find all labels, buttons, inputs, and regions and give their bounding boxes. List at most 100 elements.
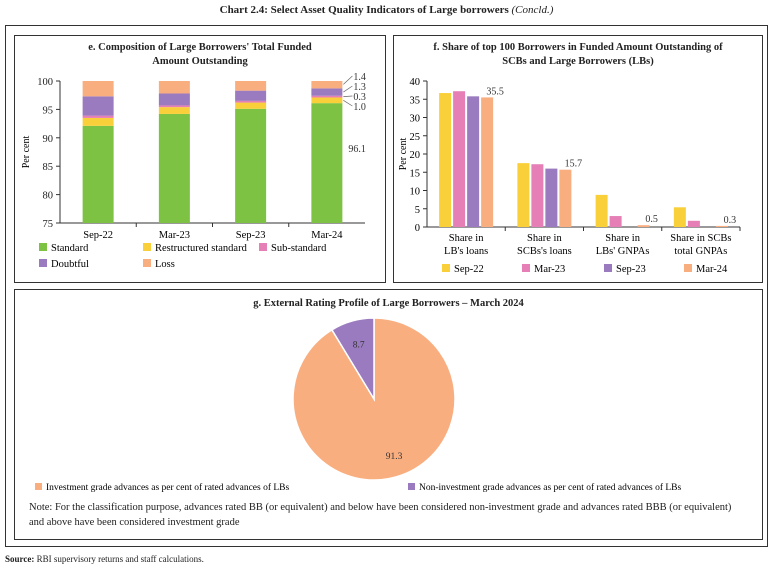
bar-segment-restructured-standard <box>158 107 190 114</box>
panel-e-title: e. Composition of Large Borrowers' Total… <box>15 41 385 69</box>
x-tick-label: LB's loans <box>444 246 488 257</box>
bar-segment-loss <box>311 81 343 89</box>
y-tick-label: 5 <box>415 205 420 216</box>
bar-mar-23 <box>609 216 622 227</box>
chart-e-plot: 75 80 85 90 95 100 Per cent Sep-22 Mar-23 Sep-23 M… <box>21 72 366 270</box>
y-tick-label: 10 <box>410 187 421 198</box>
data-label: 0.5 <box>645 214 658 225</box>
pie-slice <box>330 317 375 402</box>
legend-label: Sep-22 <box>454 264 484 275</box>
bar-segment-doubtful <box>158 93 190 106</box>
bar-segment-sub-standard <box>82 115 114 118</box>
bar-mar-24 <box>715 225 728 227</box>
chart-g-note: Note: For the classification purpose, ad… <box>29 502 732 528</box>
bar-segment-doubtful <box>82 96 114 116</box>
chart-title-text: Chart 2.4: Select Asset Quality Indicato… <box>219 4 509 16</box>
y-tick-label: 85 <box>43 162 54 173</box>
bar-segment-doubtful <box>235 90 267 101</box>
bar-mar-23 <box>531 164 544 227</box>
bar-mar-24 <box>559 169 572 227</box>
y-tick-label: 90 <box>43 134 54 145</box>
x-tick-label: Share in SCBs <box>670 233 731 244</box>
legend-swatch <box>522 264 530 272</box>
data-label: 1.3 <box>353 82 366 93</box>
y-tick-label: 25 <box>410 132 421 143</box>
panel-f-title: f. Share of top 100 Borrowers in Funded … <box>394 41 762 69</box>
legend-swatch <box>39 243 47 251</box>
bar-sep-22 <box>673 207 686 227</box>
x-tick-label: Share in <box>449 233 484 244</box>
panel-f-title-line2: SCBs and Large Borrowers (LBs) <box>502 56 654 67</box>
pie-label: 8.7 <box>353 340 365 350</box>
bar-mar-23 <box>453 91 466 227</box>
leader-line <box>343 95 353 97</box>
y-tick-label: 15 <box>410 168 421 179</box>
x-tick-label: Mar-23 <box>159 230 190 241</box>
bar-segment-sub-standard <box>235 100 267 103</box>
panel-e-composition: e. Composition of Large Borrowers' Total… <box>14 35 386 283</box>
legend-swatch <box>143 243 151 251</box>
bar-segment-standard <box>82 125 114 223</box>
leader-line <box>343 85 353 93</box>
x-tick-label: Share in <box>527 233 562 244</box>
legend-swatch <box>684 264 692 272</box>
bar-segment-restructured-standard <box>82 117 114 126</box>
leader-line <box>343 75 353 85</box>
bar-segment-loss <box>82 81 114 97</box>
panel-e-title-line1: e. Composition of Large Borrowers' Total… <box>88 42 312 53</box>
legend-label: Sub-standard <box>271 243 327 254</box>
bar-sep-22 <box>439 93 452 227</box>
legend-label: Loss <box>155 259 175 270</box>
bar-segment-restructured-standard <box>235 102 267 109</box>
y-tick-label: 75 <box>43 219 54 230</box>
bar-sep-23 <box>545 168 558 227</box>
legend-label: Mar-23 <box>534 264 565 275</box>
x-tick-label: Sep-23 <box>236 230 266 241</box>
data-label: 1.0 <box>353 102 366 113</box>
legend-swatch <box>408 483 415 490</box>
panel-f-title-line1: f. Share of top 100 Borrowers in Funded … <box>433 42 723 53</box>
pie-label: 91.3 <box>386 452 403 462</box>
y-axis-label: Per cent <box>398 138 409 171</box>
data-label: 96.1 <box>348 144 366 155</box>
bar-sep-22 <box>595 194 608 227</box>
bar-mar-24 <box>481 97 494 227</box>
data-label: 0.3 <box>724 215 737 226</box>
legend-label: Investment grade advances as per cent of… <box>46 482 290 493</box>
leader-line <box>343 100 353 107</box>
y-tick-label: 40 <box>410 77 421 88</box>
chart-frame <box>5 25 768 547</box>
y-tick-label: 95 <box>43 105 54 116</box>
panel-g-title: g. External Rating Profile of Large Borr… <box>253 298 524 309</box>
bar-mar-24 <box>637 225 650 227</box>
legend-label: Sep-23 <box>616 264 646 275</box>
panel-g-rating-profile: g. External Rating Profile of Large Borr… <box>14 289 763 540</box>
source-text: RBI supervisory returns and staff calcul… <box>34 554 204 564</box>
legend-swatch <box>259 243 267 251</box>
legend-label: Restructured standard <box>155 243 248 254</box>
y-tick-label: 80 <box>43 191 54 202</box>
legend-swatch <box>35 483 42 490</box>
data-label: 15.7 <box>565 159 583 170</box>
bar-segment-loss <box>235 81 267 91</box>
legend-label: Mar-24 <box>696 264 728 275</box>
bar-segment-doubtful <box>311 88 343 96</box>
y-tick-label: 0 <box>415 223 420 234</box>
legend-swatch <box>143 259 151 267</box>
chart-title-suffix: (Concld.) <box>511 4 554 16</box>
panel-f-top100-share: f. Share of top 100 Borrowers in Funded … <box>393 35 763 283</box>
x-tick-label: total GNPAs <box>674 246 727 257</box>
x-tick-label: Sep-22 <box>83 230 113 241</box>
y-tick-label: 100 <box>37 77 53 88</box>
bar-mar-23 <box>687 220 700 227</box>
y-tick-label: 20 <box>410 150 421 161</box>
bar-segment-restructured-standard <box>311 97 343 104</box>
x-tick-label: Mar-24 <box>311 230 343 241</box>
bar-segment-loss <box>158 81 190 94</box>
legend-swatch <box>39 259 47 267</box>
x-tick-label: SCBs's loans <box>517 246 572 257</box>
x-tick-label: LBs' GNPAs <box>596 246 650 257</box>
bar-segment-sub-standard <box>311 95 343 98</box>
panel-e-title-line2: Amount Outstanding <box>152 56 248 67</box>
bar-sep-23 <box>467 96 480 227</box>
